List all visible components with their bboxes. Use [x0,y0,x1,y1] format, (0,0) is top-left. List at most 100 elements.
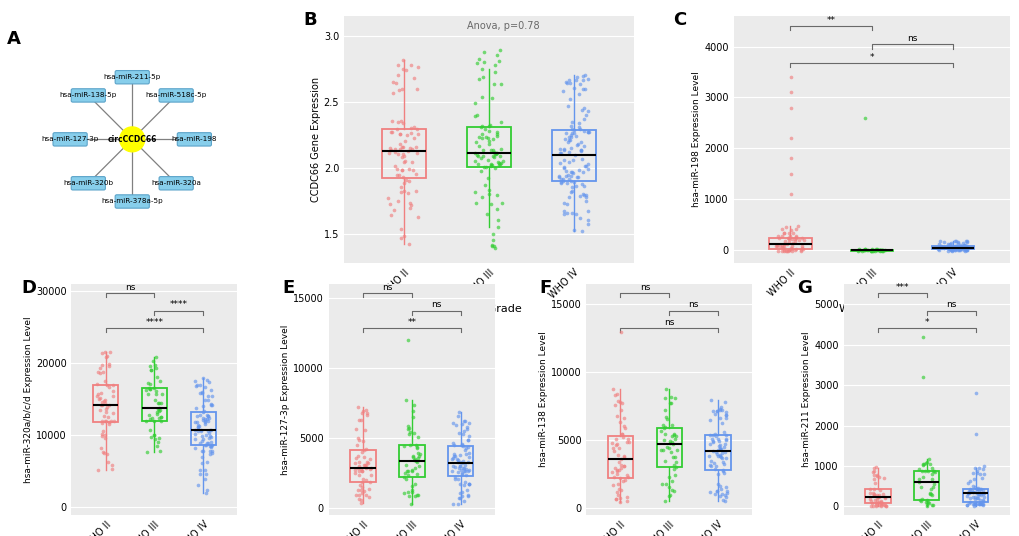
Point [574,155,590,163]
Point [356,461,372,470]
Point [408,491,424,500]
Point [956,241,972,249]
Point [974,497,990,505]
Point [940,240,956,249]
Point [91,394,107,403]
Point [715,460,732,468]
Point [958,492,974,500]
Point [572,137,588,146]
Point [386,144,403,153]
Text: **: ** [825,16,835,25]
Point [784,244,800,253]
Point [560,76,577,84]
Point [479,173,495,182]
Point [572,80,588,88]
Point [656,406,673,414]
Point [559,102,576,110]
Point [970,500,986,509]
Point [557,172,574,180]
Point [968,469,984,478]
Point [474,193,490,202]
Point [781,233,797,242]
Point [912,483,928,492]
Point [713,490,730,498]
Point [963,487,979,495]
Point [387,79,404,87]
Point [961,498,977,507]
Point [611,494,628,502]
Point [346,459,363,467]
Point [194,436,210,445]
Point [974,490,990,498]
Point [351,458,367,466]
Point [99,403,115,411]
Point [98,405,114,413]
Point [483,241,499,250]
Point [197,475,213,483]
Point [656,423,673,431]
Point [666,458,683,466]
Point [403,61,419,70]
Point [772,225,789,233]
Point [97,377,113,385]
Point [788,224,804,233]
Point [969,483,985,492]
Text: ***: *** [895,283,908,292]
Point [930,246,947,255]
Point [915,459,931,468]
Point [868,471,884,479]
Point [555,162,572,171]
Point [358,405,374,414]
Point [455,496,472,505]
Point [492,159,508,168]
Point [951,243,967,252]
Point [186,435,203,444]
Text: circCCDC66: circCCDC66 [107,135,157,144]
Point [923,501,940,510]
Point [193,425,209,434]
Point [95,448,111,456]
Point [958,238,974,247]
Point [922,501,938,510]
Point [870,501,887,510]
Point [358,475,374,484]
Point [142,415,158,424]
Point [401,199,418,207]
Point [362,478,378,486]
Point [782,244,798,252]
Point [399,471,416,479]
Point [394,119,411,128]
Text: hsa-miR-211-5p: hsa-miR-211-5p [104,74,161,80]
Point [457,416,473,425]
Point [577,162,593,171]
Point [354,483,370,492]
Point [573,146,589,154]
Point [447,420,464,429]
Point [486,148,502,157]
Point [380,194,396,203]
Point [609,451,626,460]
Point [396,156,413,165]
Point [793,241,809,250]
Point [194,459,210,467]
Point [663,486,680,494]
Point [964,468,980,477]
Point [466,157,482,166]
Point [407,480,423,488]
Point [711,450,728,459]
Point [144,413,160,422]
Point [871,246,888,255]
Point [872,502,889,510]
Point [610,458,627,466]
Point [580,165,596,173]
Point [459,486,475,495]
Point [351,467,367,475]
Point [351,495,367,503]
Point [492,80,508,88]
Point [970,500,986,509]
Point [96,397,112,406]
Point [781,246,797,255]
Point [151,404,167,412]
Point [480,122,496,130]
Point [139,448,155,456]
